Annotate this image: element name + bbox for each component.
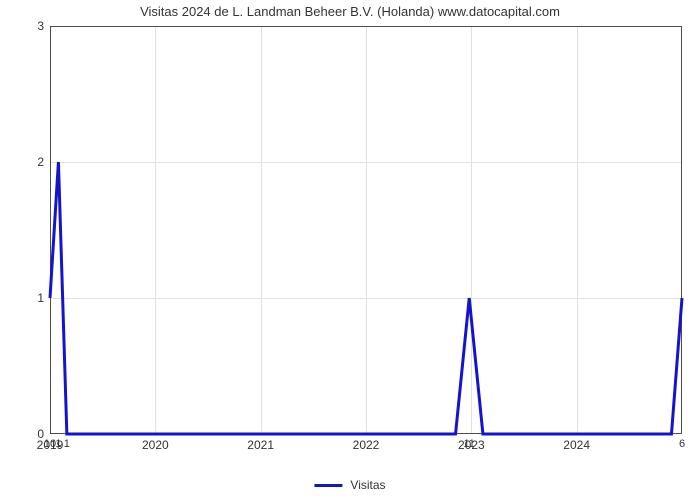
- y-tick-label: 2: [37, 155, 44, 169]
- line-series: [50, 26, 682, 434]
- chart-title: Visitas 2024 de L. Landman Beheer B.V. (…: [0, 4, 700, 19]
- data-point-label: 6: [679, 438, 685, 450]
- chart-container: { "chart": { "type": "line", "title": "V…: [0, 0, 700, 500]
- data-point-label: 10: [44, 438, 56, 450]
- x-tick-label: 2024: [563, 438, 590, 452]
- x-tick-label: 2022: [353, 438, 380, 452]
- x-tick-label: 2020: [142, 438, 169, 452]
- data-point-label: 1: [64, 438, 70, 450]
- y-tick-label: 1: [37, 291, 44, 305]
- data-point-label: 11: [464, 438, 475, 450]
- x-tick-label: 2021: [247, 438, 274, 452]
- plot-area: 01232019202020212022202320241011116: [50, 26, 682, 434]
- y-tick-label: 3: [37, 19, 44, 33]
- legend-label: Visitas: [350, 478, 385, 492]
- legend-swatch: [314, 484, 342, 487]
- data-point-label: 1: [55, 438, 61, 450]
- legend: Visitas: [314, 478, 385, 492]
